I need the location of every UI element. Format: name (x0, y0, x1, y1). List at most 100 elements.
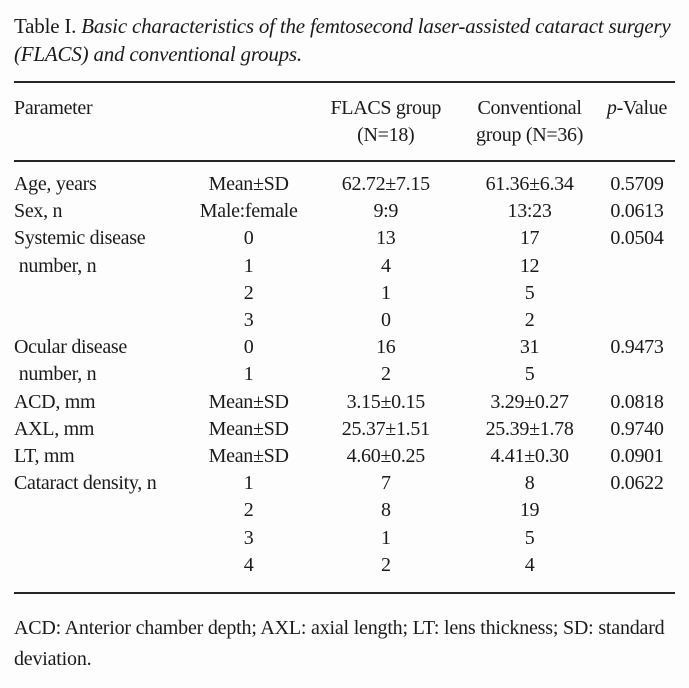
table-row: Age, years Mean±SD 62.72±7.15 61.36±6.34 0.5… (14, 162, 675, 198)
cell-p-value: 0.0622 (610, 472, 664, 495)
cell-subcategory: 1 (243, 363, 254, 386)
cell-flacs-value: 3.15±0.15 (346, 390, 426, 413)
header-row: Parameter FLACS group (N=18) Conventiona… (14, 83, 675, 160)
cell-flacs-value: 1 (380, 281, 391, 304)
cell-p-value: 0.9740 (610, 417, 664, 440)
cell-flacs-value: 2 (380, 553, 391, 576)
cell-flacs-value: 62.72±7.15 (341, 173, 430, 195)
table-title: Table I. Basic characteristics of the fe… (14, 12, 675, 68)
cell-p-value (599, 552, 675, 592)
cell-subcategory: Male:female (199, 200, 298, 223)
table-row: 4 2 4 (14, 552, 675, 592)
table-row: LT, mm Mean±SD 4.60±0.25 4.41±0.30 0.0901 (14, 443, 675, 470)
cell-conventional-value: 13:23 (507, 200, 552, 223)
cell-flacs-value: 4.60±0.25 (346, 445, 426, 468)
cell-conventional-value: 25.39±1.78 (485, 417, 574, 440)
table-row: Ocular disease 0 16 31 0.9473 (14, 334, 675, 361)
cell-conventional-value: 31 (519, 336, 540, 359)
table-row: number, n 1 2 5 (14, 361, 675, 388)
cell-p-value (599, 253, 675, 280)
characteristics-table-body: Age, years Mean±SD 62.72±7.15 61.36±6.34 0.5… (14, 162, 675, 592)
header-flacs-group: FLACS group (N=18) (330, 97, 442, 146)
table-row: Sex, n Male:female 9:9 13:23 0.0613 (14, 198, 675, 225)
cell-flacs-value: 16 (376, 336, 396, 359)
cell-subcategory: 4 (243, 553, 254, 576)
cell-flacs-value: 13 (376, 227, 396, 250)
cell-parameter (14, 280, 186, 307)
cell-p-value: 0.0901 (610, 445, 664, 468)
header-subcategory (186, 83, 312, 160)
cell-flacs-value: 7 (380, 472, 391, 495)
table-row: AXL, mm Mean±SD 25.37±1.51 25.39±1.78 0.9740 (14, 416, 675, 443)
table-header: Parameter FLACS group (N=18) Conventiona… (14, 83, 675, 160)
cell-conventional-value: 17 (519, 227, 540, 250)
cell-p-value (599, 361, 675, 388)
cell-flacs-value: 1 (380, 526, 391, 549)
header-p-value-rest: -Value (616, 97, 668, 119)
cell-conventional-value: 19 (519, 499, 540, 522)
cell-conventional-value: 8 (524, 472, 535, 495)
cell-subcategory: Mean±SD (208, 390, 289, 413)
cell-flacs-value: 4 (380, 254, 391, 277)
table-row: 3 1 5 (14, 525, 675, 552)
cell-parameter: LT, mm (14, 445, 75, 468)
table-row: 2 8 19 (14, 497, 675, 524)
table-title-text: Basic characteristics of the femtosecond… (14, 14, 671, 66)
table-title-label: Table I. (14, 14, 77, 38)
cell-conventional-value: 12 (519, 254, 540, 277)
cell-subcategory: Mean±SD (208, 417, 289, 440)
cell-parameter (14, 552, 186, 592)
cell-parameter: Ocular disease (14, 336, 127, 359)
cell-parameter: ACD, mm (14, 390, 96, 413)
cell-flacs-value: 25.37±1.51 (341, 417, 430, 440)
table-row: Systemic disease 0 13 17 0.0504 (14, 225, 675, 252)
cell-parameter: number, n (14, 254, 97, 277)
cell-parameter: Sex, n (14, 200, 63, 223)
cell-subcategory: 2 (243, 499, 254, 522)
cell-subcategory: 2 (243, 281, 254, 304)
cell-parameter: number, n (14, 363, 97, 386)
cell-subcategory: 0 (243, 336, 254, 359)
cell-p-value (599, 497, 675, 524)
cell-p-value (599, 280, 675, 307)
cell-parameter: Systemic disease (14, 227, 146, 250)
table-rule-bottom (14, 592, 675, 595)
header-p-value: p-Value (599, 83, 675, 160)
header-p-value-symbol: p (606, 97, 617, 119)
cell-parameter: AXL, mm (14, 417, 95, 440)
cell-p-value (599, 525, 675, 552)
table-row: Cataract density, n 1 7 8 0.0622 (14, 470, 675, 497)
cell-subcategory: 3 (243, 526, 254, 549)
cell-p-value (599, 307, 675, 334)
characteristics-table: Parameter FLACS group (N=18) Conventiona… (14, 83, 675, 160)
cell-subcategory: 1 (243, 472, 254, 495)
table-footnote: ACD: Anterior chamber depth; AXL: axial … (14, 617, 665, 671)
cell-p-value: 0.5709 (610, 173, 664, 195)
table-row: 2 1 5 (14, 280, 675, 307)
header-parameter: Parameter (14, 97, 93, 119)
cell-parameter: Age, years (14, 173, 97, 195)
cell-subcategory: 0 (243, 227, 254, 250)
cell-flacs-value: 0 (380, 309, 391, 332)
cell-flacs-value: 9:9 (373, 200, 399, 223)
cell-conventional-value: 4.41±0.30 (490, 445, 569, 468)
table-row: number, n 1 4 12 (14, 253, 675, 280)
cell-parameter (14, 497, 186, 524)
cell-p-value: 0.0818 (610, 390, 664, 413)
cell-subcategory: Mean±SD (208, 445, 289, 468)
table-row: ACD, mm Mean±SD 3.15±0.15 3.29±0.27 0.0818 (14, 389, 675, 416)
cell-parameter (14, 525, 186, 552)
header-conventional-group: Conventional group (N=36) (476, 97, 584, 146)
cell-conventional-value: 5 (524, 363, 535, 386)
cell-flacs-value: 8 (380, 499, 391, 522)
cell-p-value: 0.9473 (610, 336, 664, 359)
cell-parameter (14, 307, 186, 334)
table-body: Age, years Mean±SD 62.72±7.15 61.36±6.34 0.5… (14, 162, 675, 592)
cell-p-value: 0.0613 (610, 200, 664, 223)
cell-conventional-value: 3.29±0.27 (490, 390, 569, 413)
cell-subcategory: 1 (243, 254, 254, 277)
cell-conventional-value: 2 (524, 309, 535, 332)
cell-conventional-value: 5 (524, 281, 535, 304)
cell-conventional-value: 5 (524, 526, 535, 549)
